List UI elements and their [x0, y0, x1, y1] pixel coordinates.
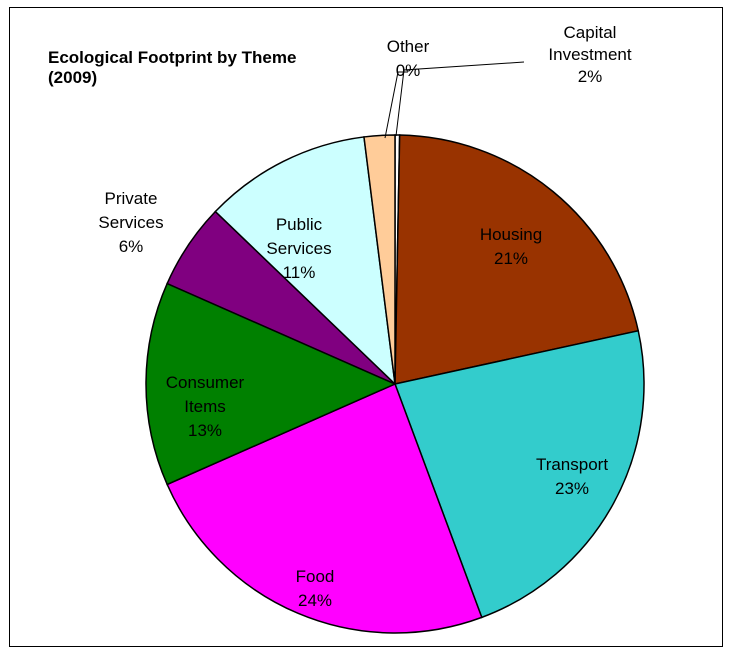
- pie-slice-other: [363, 134, 396, 385]
- pie-slice-public-services: [214, 136, 397, 387]
- slice-label-consumer-items: Consumer Items 13%: [166, 373, 245, 440]
- chart-title-line-1: Ecological Footprint by Theme: [48, 48, 297, 67]
- slice-label-other: Other 0%: [387, 37, 430, 80]
- chart-title-line-2: (2009): [48, 68, 98, 87]
- pie-slice-transport: [393, 329, 645, 619]
- slice-label-transport: Transport 23%: [536, 455, 608, 498]
- slice-label-capital-investment: Capital Investment 2%: [548, 23, 631, 86]
- leader-lines: [384, 61, 525, 139]
- chart-frame: Ecological Footprint by Theme (2009) Cap…: [9, 7, 723, 647]
- pie-chart: Capital Investment 2% Housing 21% Transport 23…: [98, 23, 645, 634]
- slice-label-public-services: Public Services 11%: [266, 215, 331, 282]
- slice-label-housing: Housing 21%: [480, 225, 542, 268]
- slice-labels: Capital Investment 2% Housing 21% Transport 23…: [98, 23, 631, 610]
- chart-title: Ecological Footprint by Theme (2009): [48, 48, 296, 88]
- slice-label-private-services: Private Services 6%: [98, 189, 163, 256]
- leader-line-capital-investment: [395, 61, 525, 137]
- slice-label-food: Food 24%: [296, 567, 335, 610]
- leader-line-other: [384, 71, 408, 139]
- pie-slices: [145, 134, 645, 634]
- pie-slice-housing: [394, 134, 640, 385]
- pie-slice-food: [166, 382, 483, 634]
- pie-slice-consumer-items: [145, 282, 397, 486]
